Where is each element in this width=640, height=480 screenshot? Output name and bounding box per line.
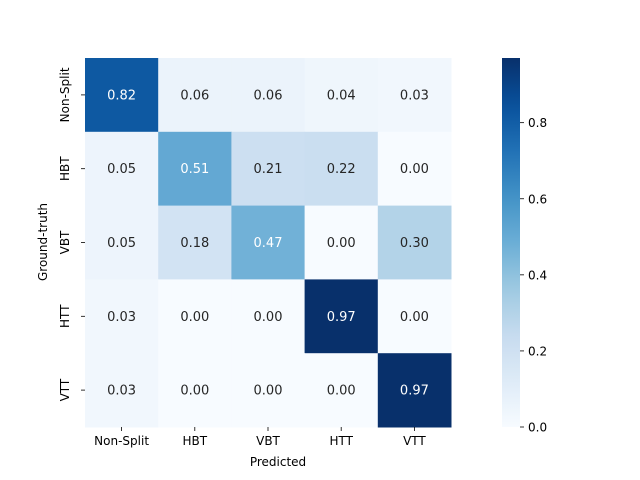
x-tick-label: Non-Split — [94, 434, 149, 448]
cell-value-label: 0.00 — [180, 310, 209, 325]
heatmap-cell — [231, 58, 306, 133]
heatmap-cell — [304, 205, 379, 280]
heatmap-cell — [231, 279, 306, 354]
cell-value-label: 0.00 — [327, 236, 356, 251]
heatmap-cell — [304, 353, 379, 428]
y-tick-label: Non-Split — [58, 67, 72, 122]
heatmap-cell — [377, 205, 452, 280]
heatmap-cell — [377, 58, 452, 133]
cell-value-label: 0.00 — [180, 384, 209, 399]
y-axis-ticks: Non-Split HBT VBT HTT VTT — [58, 67, 85, 401]
cell-value-label: 0.82 — [107, 88, 136, 103]
heatmap-cell — [377, 279, 452, 354]
heatmap-cell — [231, 131, 306, 207]
y-axis-label: Ground-truth — [36, 203, 50, 281]
cell-value-label: 0.03 — [400, 88, 429, 103]
cell-value-label: 0.00 — [400, 310, 429, 325]
heatmap-cell — [231, 353, 306, 428]
heatmap-cell — [85, 58, 159, 133]
y-tick-label: HTT — [58, 304, 72, 328]
heatmap-cell — [377, 353, 452, 428]
cell-value-label: 0.06 — [180, 88, 209, 103]
heatmap-cell — [158, 131, 232, 207]
cell-value-label: 0.97 — [327, 310, 356, 325]
y-tick-label: VBT — [58, 230, 72, 254]
cell-value-label: 0.04 — [327, 88, 356, 103]
x-axis-ticks: Non-Split HBT VBT HTT VTT — [94, 427, 426, 448]
x-tick-label: VBT — [256, 434, 280, 448]
cell-value-label: 0.30 — [400, 236, 429, 251]
cell-value-label: 0.00 — [254, 310, 283, 325]
x-tick-label: HBT — [183, 434, 208, 448]
cell-value-label: 0.21 — [254, 162, 283, 177]
colorbar-tick-label: 0.0 — [528, 421, 547, 435]
cell-value-labels: 0.82 0.06 0.06 0.04 0.03 0.05 0.51 0.21 0.22 0.00… — [107, 88, 429, 398]
heatmap-cell — [304, 58, 379, 133]
cell-value-label: 0.22 — [327, 162, 356, 177]
colorbar-ticks: 0.0 0.2 0.4 0.6 0.8 — [520, 116, 547, 435]
colorbar-tick-label: 0.4 — [528, 268, 547, 282]
cell-value-label: 0.00 — [327, 384, 356, 399]
y-tick-label: HBT — [58, 156, 72, 181]
heatmap-cell — [377, 131, 452, 207]
heatmap-cell — [85, 131, 159, 207]
cell-value-label: 0.18 — [180, 236, 209, 251]
colorbar — [502, 58, 520, 427]
x-axis-label: Predicted — [250, 455, 306, 469]
heatmap-cell — [158, 353, 232, 428]
x-tick-label: VTT — [403, 434, 426, 448]
cell-value-label: 0.06 — [254, 88, 283, 103]
colorbar-tick-label: 0.2 — [528, 344, 547, 358]
cell-value-label: 0.00 — [400, 162, 429, 177]
heatmap-cell — [304, 131, 379, 207]
heatmap-cell — [158, 205, 232, 280]
heatmap-cell — [85, 205, 159, 280]
cell-value-label: 0.51 — [180, 162, 209, 177]
colorbar-tick-label: 0.6 — [528, 192, 547, 206]
heatmap-cell — [85, 279, 159, 354]
cell-value-label: 0.03 — [107, 310, 136, 325]
cell-value-label: 0.00 — [254, 384, 283, 399]
colorbar-tick-label: 0.8 — [528, 116, 547, 130]
cell-value-label: 0.05 — [107, 236, 136, 251]
x-tick-label: HTT — [329, 434, 353, 448]
heatmap-cells — [85, 58, 452, 428]
cell-value-label: 0.47 — [254, 236, 283, 251]
cell-value-label: 0.03 — [107, 384, 136, 399]
cell-value-label: 0.05 — [107, 162, 136, 177]
heatmap-cell — [85, 353, 159, 428]
heatmap-cell — [158, 58, 232, 133]
y-tick-label: VTT — [58, 378, 72, 401]
heatmap-cell — [304, 279, 379, 354]
heatmap-cell — [158, 279, 232, 354]
heatmap-cell — [231, 205, 306, 280]
cell-value-label: 0.97 — [400, 384, 429, 399]
